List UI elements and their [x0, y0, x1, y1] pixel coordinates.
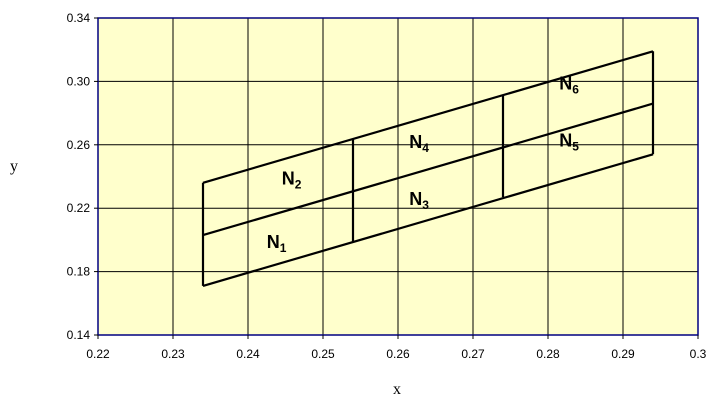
x-tick-label: 0.29 — [611, 347, 635, 361]
y-tick-label: 0.18 — [67, 265, 91, 279]
y-tick-label: 0.22 — [67, 201, 91, 215]
x-tick-label: 0.26 — [386, 347, 410, 361]
y-axis-label: y — [10, 158, 18, 175]
y-tick-label: 0.34 — [67, 11, 91, 25]
y-axis-ticks: 0.14 0.18 0.22 0.26 0.30 0.34 — [67, 11, 98, 342]
series-group — [201, 50, 655, 287]
x-axis-label: x — [393, 381, 401, 398]
y-tick-label: 0.14 — [67, 328, 91, 342]
x-tick-label: 0.23 — [161, 347, 185, 361]
x-tick-label: 0.3 — [690, 347, 707, 361]
x-tick-label: 0.27 — [461, 347, 485, 361]
x-axis-ticks: 0.22 0.23 0.24 0.25 0.26 0.27 0.28 0.29 0.3 — [86, 335, 707, 361]
grid-lines — [98, 18, 698, 335]
series-line — [202, 50, 654, 184]
series-line — [202, 102, 654, 237]
y-tick-label: 0.30 — [67, 74, 91, 88]
x-tick-label: 0.28 — [536, 347, 560, 361]
x-tick-label: 0.25 — [311, 347, 335, 361]
x-tick-label: 0.24 — [236, 347, 260, 361]
x-tick-label: 0.22 — [86, 347, 110, 361]
y-tick-label: 0.26 — [67, 138, 91, 152]
series-line — [202, 153, 654, 287]
